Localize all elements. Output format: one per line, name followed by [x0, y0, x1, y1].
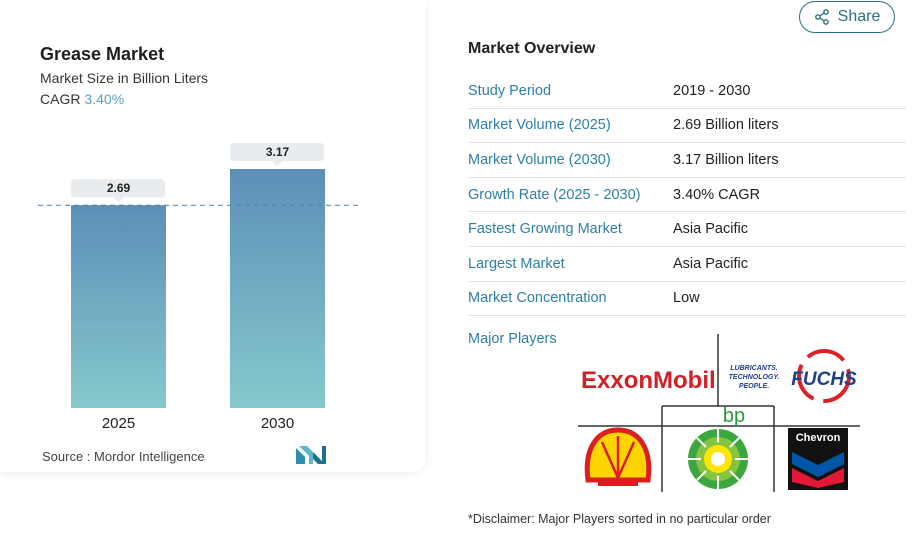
chart-subtitle: Market Size in Billion Liters — [40, 70, 209, 86]
data-label: 2.69 — [107, 181, 131, 195]
x-tick-label: 2025 — [102, 415, 135, 432]
overview-row-value: 2019 - 2030 — [673, 82, 751, 99]
overview-row-value: Low — [673, 290, 700, 307]
fuchs-tagline-2: TECHNOLOGY. — [729, 374, 780, 381]
chevron-wordmark: Chevron — [796, 432, 841, 444]
data-label-bg — [71, 179, 165, 198]
chart-title: Grease Market — [40, 44, 165, 64]
overview-row: Growth Rate (2025 - 2030) 3.40% CAGR — [468, 178, 906, 213]
data-label: 3.17 — [266, 145, 290, 159]
fuchs-logo: LUBRICANTS. TECHNOLOGY. PEOPLE. FUCHS — [729, 349, 857, 403]
overview-row-label: Largest Market — [468, 255, 565, 272]
overview-row-label: Market Concentration — [468, 290, 607, 307]
bar-2030 — [230, 169, 325, 408]
overview-row-label: Market Volume (2030) — [468, 151, 611, 168]
overview-row-value: 3.17 Billion liters — [673, 151, 779, 168]
bp-wordmark: bp — [723, 405, 745, 427]
overview-row: Market Volume (2025) 2.69 Billion liters — [468, 109, 906, 144]
data-label-pointer — [113, 197, 124, 203]
exxonmobil-wordmark: ExxonMobil — [581, 367, 716, 394]
chart-card: Grease Market Market Size in Billion Lit… — [0, 0, 426, 472]
cagr-value: 3.40% — [84, 91, 125, 107]
shell-logo — [584, 427, 652, 486]
share-icon — [814, 9, 829, 25]
overview-row-label: Fastest Growing Market — [468, 221, 622, 238]
major-players-logos: ExxonMobil LUBRICANTS. TECHNOLOGY. PEOPL… — [578, 334, 860, 492]
mordor-logo-icon — [296, 446, 326, 464]
overview-row-label: Growth Rate (2025 - 2030) — [468, 186, 641, 203]
overview-row: Largest Market Asia Pacific — [468, 247, 906, 282]
bar-2025 — [71, 205, 166, 408]
overview-table: Study Period 2019 - 2030 Market Volume (20… — [468, 74, 906, 317]
bp-logo: bp — [688, 405, 748, 489]
share-label: Share — [837, 8, 881, 25]
data-label-pointer — [272, 161, 283, 166]
overview-row-value: 3.40% CAGR — [673, 186, 761, 203]
exxonmobil-logo: ExxonMobil — [581, 367, 716, 394]
disclaimer-text: *Disclaimer: Major Players sorted in no … — [468, 512, 771, 526]
overview-row-value: Asia Pacific — [673, 221, 748, 238]
overview-row: Market Concentration Low — [468, 282, 906, 317]
x-tick-label: 2030 — [261, 415, 294, 432]
fuchs-wordmark: FUCHS — [791, 369, 857, 390]
fuchs-tagline-1: LUBRICANTS. — [730, 365, 777, 372]
bar-chart: 2.69 2025 3.17 2030 — [38, 143, 358, 432]
cagr-label: CAGR — [40, 91, 81, 107]
overview-row-value: 2.69 Billion liters — [673, 117, 779, 134]
cagr-line: CAGR 3.40% — [40, 91, 124, 107]
data-label-bg — [230, 143, 324, 161]
chevron-logo: Chevron — [788, 428, 848, 490]
share-button[interactable]: Share — [799, 1, 895, 33]
overview-row-value: Asia Pacific — [673, 255, 748, 272]
overview-row-label: Market Volume (2025) — [468, 117, 611, 134]
overview-row: Fastest Growing Market Asia Pacific — [468, 212, 906, 247]
major-players-label: Major Players — [468, 331, 557, 347]
overview-title: Market Overview — [468, 40, 596, 57]
source-text: Source : Mordor Intelligence — [42, 449, 205, 464]
fuchs-tagline-3: PEOPLE. — [739, 383, 769, 390]
overview-row: Market Volume (2030) 3.17 Billion liters — [468, 143, 906, 178]
overview-row-label: Study Period — [468, 82, 552, 99]
overview-row: Study Period 2019 - 2030 — [468, 74, 906, 109]
